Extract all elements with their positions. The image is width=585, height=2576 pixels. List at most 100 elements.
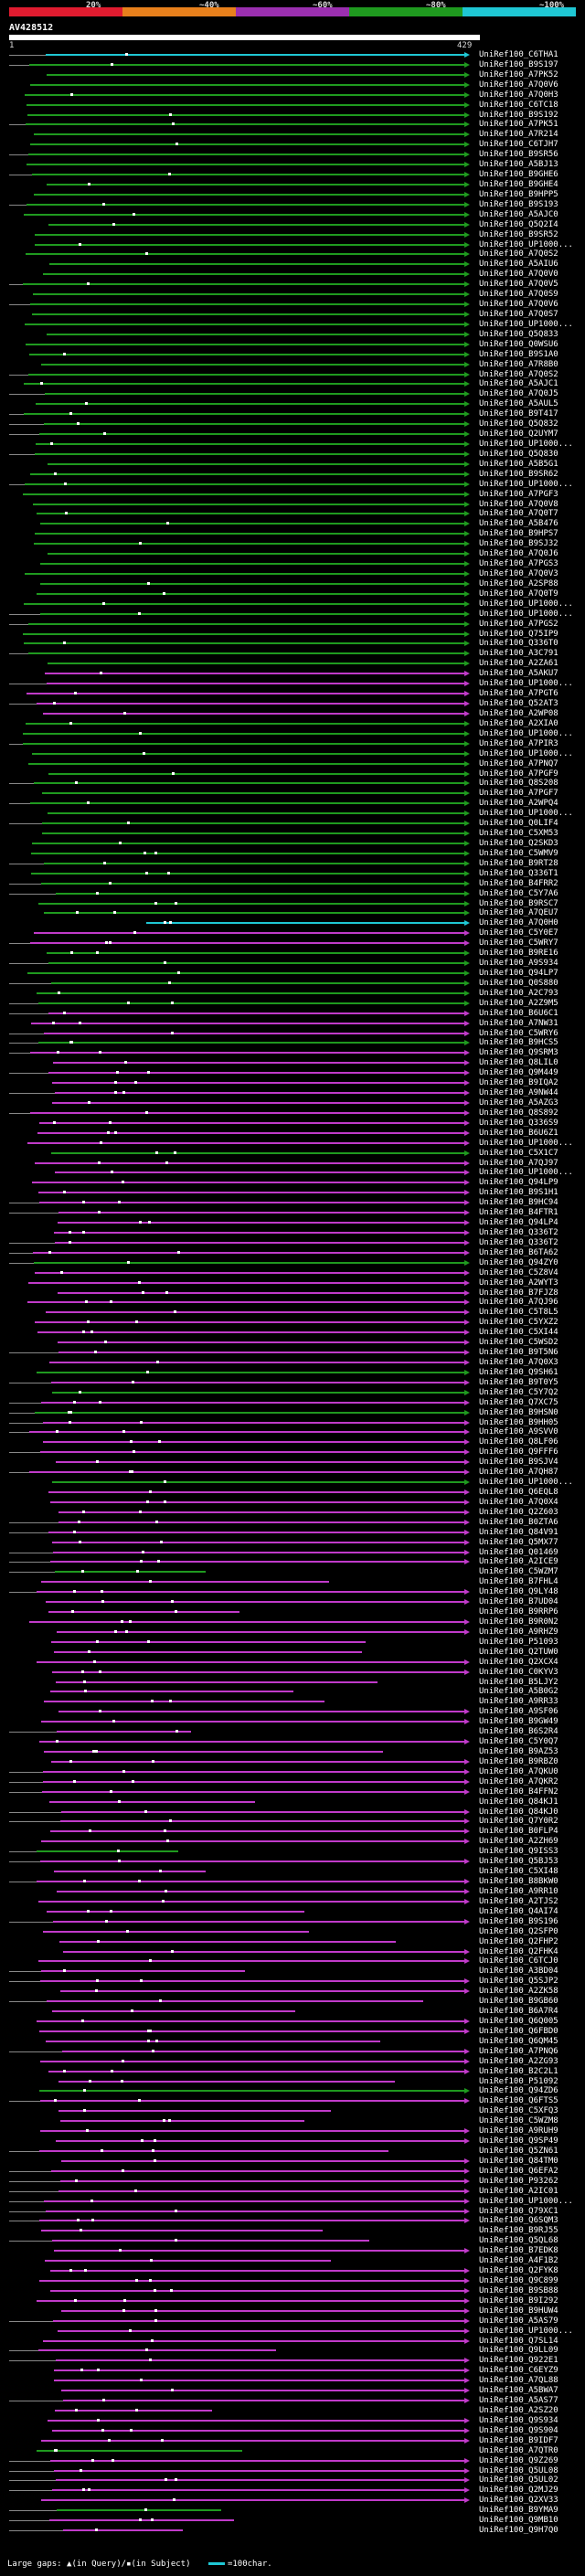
hit-name-link[interactable]: UniRef100_A9RR10 <box>479 1886 558 1896</box>
hit-name-link[interactable]: UniRef100_B9HH05 <box>479 1417 558 1427</box>
hit-name-link[interactable]: UniRef100_B9GHE6 <box>479 170 558 180</box>
hit-row[interactable]: UniRef100_Q8S892 <box>0 1108 585 1118</box>
hit-row[interactable]: UniRef100_C5Y0Q7 <box>0 1737 585 1746</box>
hit-row[interactable]: UniRef100_Q5MX77 <box>0 1538 585 1547</box>
hit-name-link[interactable]: UniRef100_Q5Q833 <box>479 329 558 339</box>
hit-name-link[interactable]: UniRef100_Q4AI74 <box>479 1906 558 1916</box>
hit-row[interactable]: UniRef100_Q2FHK4 <box>0 1947 585 1956</box>
hit-name-link[interactable]: UniRef100_A3BD04 <box>479 1966 558 1977</box>
hit-row[interactable]: UniRef100_B4FFN2 <box>0 1786 585 1797</box>
hit-row[interactable]: UniRef100_C5YXZ2 <box>0 1318 585 1327</box>
hit-row[interactable]: UniRef100_B2C2L1 <box>0 2066 585 2076</box>
hit-row[interactable]: UniRef100_A9SVV0 <box>0 1427 585 1436</box>
hit-name-link[interactable]: UniRef100_B9RSC7 <box>479 898 558 908</box>
hit-name-link[interactable]: UniRef100_Q6FBD0 <box>479 2026 558 2036</box>
hit-row[interactable]: UniRef100_Q9LL09 <box>0 2346 585 2355</box>
hit-row[interactable]: UniRef100_A9RUH9 <box>0 2126 585 2136</box>
hit-row[interactable]: UniRef100_C6TC18 <box>0 101 585 110</box>
hit-row[interactable]: UniRef100_C6THA1 <box>0 50 585 59</box>
hit-name-link[interactable]: UniRef100_A9RR33 <box>479 1697 558 1707</box>
hit-row[interactable]: UniRef100_A7QEU7 <box>0 908 585 918</box>
hit-row[interactable]: UniRef100_C5XFQ3 <box>0 2106 585 2115</box>
hit-row[interactable]: UniRef100_B9IQA2 <box>0 1078 585 1087</box>
hit-row[interactable]: UniRef100_Q6SQM3 <box>0 2216 585 2225</box>
hit-name-link[interactable]: UniRef100_A7QH87 <box>479 1468 558 1478</box>
hit-row[interactable]: UniRef100_Q84KJ1 <box>0 1797 585 1807</box>
hit-row[interactable]: UniRef100_B9S193 <box>0 200 585 209</box>
hit-name-link[interactable]: UniRef100_A7QEU7 <box>479 908 558 918</box>
hit-name-link[interactable]: UniRef100_C6THA1 <box>479 50 558 59</box>
hit-name-link[interactable]: UniRef100_A7PGS2 <box>479 619 558 629</box>
hit-row[interactable]: UniRef100_Q94LP4 <box>0 1218 585 1227</box>
hit-name-link[interactable]: UniRef100_Q2Z603 <box>479 1507 558 1517</box>
hit-name-link[interactable]: UniRef100_A5B476 <box>479 519 558 529</box>
hit-row[interactable]: UniRef100_C5WSD2 <box>0 1338 585 1347</box>
hit-name-link[interactable]: UniRef100_Q7SL14 <box>479 2336 558 2346</box>
hit-name-link[interactable]: UniRef100_A5AUL5 <box>479 399 558 409</box>
hit-name-link[interactable]: UniRef100_A9SF06 <box>479 1707 558 1717</box>
hit-row[interactable]: UniRef100_A7Q0X4 <box>0 1498 585 1507</box>
hit-name-link[interactable]: UniRef100_Q2SKD3 <box>479 838 558 848</box>
hit-row[interactable]: UniRef100_Q5Q832 <box>0 419 585 429</box>
hit-row[interactable]: UniRef100_A7PNQ6 <box>0 2047 585 2056</box>
hit-name-link[interactable]: UniRef100_B7UD04 <box>479 1597 558 1607</box>
hit-row[interactable]: UniRef100_Q5QL68 <box>0 2236 585 2245</box>
hit-row[interactable]: UniRef100_A5BJ13 <box>0 160 585 170</box>
hit-row[interactable]: UniRef100_A5B476 <box>0 519 585 529</box>
hit-row[interactable]: UniRef100_UP1000... <box>0 679 585 689</box>
hit-name-link[interactable]: UniRef100_B7EDK8 <box>479 2246 558 2256</box>
hit-row[interactable]: UniRef100_A2Z9M5 <box>0 999 585 1008</box>
hit-row[interactable]: UniRef100_B9S197 <box>0 60 585 69</box>
hit-name-link[interactable]: UniRef100_Q84V91 <box>479 1527 558 1537</box>
hit-row[interactable]: UniRef100_A5AS77 <box>0 2396 585 2405</box>
hit-name-link[interactable]: UniRef100_A7Q0V6 <box>479 300 558 310</box>
hit-name-link[interactable]: UniRef100_A2SP88 <box>479 578 558 588</box>
hit-row[interactable]: UniRef100_B9RE16 <box>0 949 585 958</box>
hit-name-link[interactable]: UniRef100_B9SB88 <box>479 2285 558 2295</box>
hit-name-link[interactable]: UniRef100_C6TCJ0 <box>479 1956 558 1966</box>
hit-row[interactable]: UniRef100_Q84KJ0 <box>0 1807 585 1817</box>
hit-name-link[interactable]: UniRef100_UP1000... <box>479 679 573 689</box>
hit-row[interactable]: UniRef100_A2SP88 <box>0 578 585 588</box>
hit-row[interactable]: UniRef100_A2ZA61 <box>0 659 585 668</box>
hit-row[interactable]: UniRef100_A2ICE9 <box>0 1557 585 1567</box>
hit-row[interactable]: UniRef100_A7PGS2 <box>0 620 585 629</box>
hit-name-link[interactable]: UniRef100_B9HCS5 <box>479 1038 558 1048</box>
hit-name-link[interactable]: UniRef100_B7FHL4 <box>479 1577 558 1587</box>
hit-row[interactable]: UniRef100_Q9LY48 <box>0 1587 585 1596</box>
hit-row[interactable]: UniRef100_A7Q0J5 <box>0 389 585 398</box>
hit-name-link[interactable]: UniRef100_Q2UYM7 <box>479 429 558 440</box>
hit-name-link[interactable]: UniRef100_Q0S880 <box>479 978 558 988</box>
hit-name-link[interactable]: UniRef100_Q922E1 <box>479 2356 558 2366</box>
hit-name-link[interactable]: UniRef100_A5AKU7 <box>479 669 558 679</box>
hit-name-link[interactable]: UniRef100_A7PK52 <box>479 69 558 80</box>
hit-row[interactable]: UniRef100_Q9Z269 <box>0 2456 585 2465</box>
hit-row[interactable]: UniRef100_C5XI44 <box>0 1328 585 1337</box>
hit-row[interactable]: UniRef100_C5WZM8 <box>0 2116 585 2125</box>
hit-name-link[interactable]: UniRef100_B2C2L1 <box>479 2066 558 2076</box>
hit-name-link[interactable]: UniRef100_A7PGT6 <box>479 689 558 699</box>
hit-name-link[interactable]: UniRef100_Q336T2 <box>479 1227 558 1237</box>
hit-name-link[interactable]: UniRef100_C5WRY7 <box>479 938 558 949</box>
hit-row[interactable]: UniRef100_A7Q0V3 <box>0 569 585 578</box>
hit-name-link[interactable]: UniRef100_A2XIA0 <box>479 718 558 728</box>
hit-row[interactable]: UniRef100_A7Q0V5 <box>0 280 585 289</box>
hit-row[interactable]: UniRef100_A7QKU0 <box>0 1767 585 1776</box>
hit-name-link[interactable]: UniRef100_A7Q0H3 <box>479 90 558 100</box>
hit-row[interactable]: UniRef100_A7Q0V6 <box>0 80 585 90</box>
hit-name-link[interactable]: UniRef100_A2ICE9 <box>479 1557 558 1567</box>
hit-name-link[interactable]: UniRef100_Q94ZD6 <box>479 2086 558 2096</box>
hit-name-link[interactable]: UniRef100_A7QL88 <box>479 2376 558 2386</box>
hit-row[interactable]: UniRef100_UP1000... <box>0 320 585 329</box>
hit-name-link[interactable]: UniRef100_A7QJ97 <box>479 1158 558 1168</box>
hit-row[interactable]: UniRef100_A9RR33 <box>0 1697 585 1707</box>
hit-row[interactable]: UniRef100_A7QKR2 <box>0 1777 585 1786</box>
hit-row[interactable]: UniRef100_B9RJ55 <box>0 2226 585 2235</box>
hit-row[interactable]: UniRef100_A7Q0V0 <box>0 270 585 279</box>
hit-row[interactable]: UniRef100_Q5SJP2 <box>0 1977 585 1986</box>
hit-name-link[interactable]: UniRef100_A5BJ13 <box>479 160 558 170</box>
hit-name-link[interactable]: UniRef100_Q336S9 <box>479 1118 558 1128</box>
hit-row[interactable]: UniRef100_Q922E1 <box>0 2356 585 2366</box>
hit-name-link[interactable]: UniRef100_Q5UL02 <box>479 2475 558 2486</box>
hit-name-link[interactable]: UniRef100_B4FFN2 <box>479 1786 558 1797</box>
